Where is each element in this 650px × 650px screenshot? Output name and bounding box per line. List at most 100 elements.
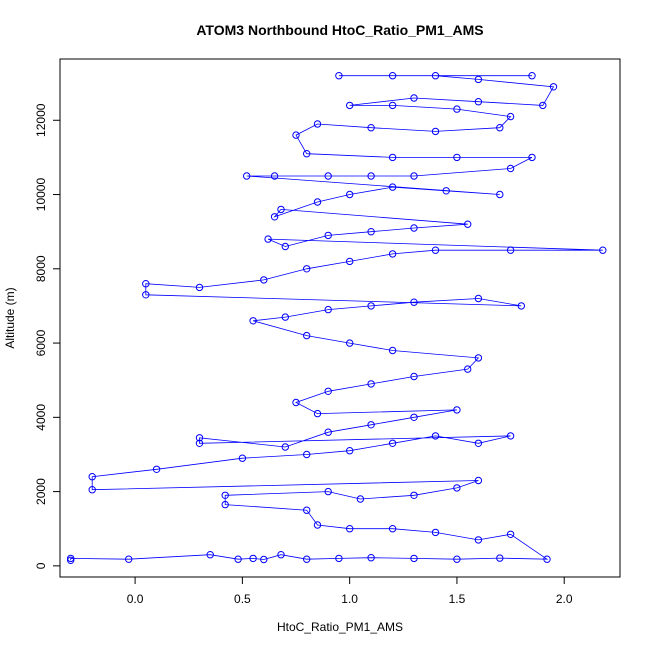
x-tick-label: 0.0 xyxy=(127,592,144,606)
data-point xyxy=(324,428,332,436)
data-point xyxy=(410,172,418,180)
data-point xyxy=(442,187,450,195)
series-lines xyxy=(70,75,603,561)
data-point xyxy=(539,101,547,110)
data-point xyxy=(335,72,343,80)
data-point xyxy=(206,551,214,559)
x-axis-label: HtoC_Ratio_PM1_AMS xyxy=(277,620,403,634)
data-point xyxy=(346,447,354,455)
data-point xyxy=(410,372,418,381)
data-point xyxy=(67,554,75,563)
x-tick-label: 1.0 xyxy=(341,592,358,606)
data-point xyxy=(388,250,397,258)
data-point xyxy=(367,421,375,429)
data-point xyxy=(260,555,268,564)
data-point xyxy=(496,124,504,132)
data-point xyxy=(388,101,397,110)
data-point xyxy=(303,555,311,563)
data-point xyxy=(142,291,150,299)
data-point xyxy=(281,313,289,321)
data-point xyxy=(496,554,504,562)
data-point xyxy=(367,172,375,180)
data-point xyxy=(125,555,133,563)
data-point xyxy=(474,354,483,362)
y-tick-label: 0 xyxy=(34,562,48,569)
data-point xyxy=(453,406,461,414)
data-point xyxy=(303,265,311,273)
data-point xyxy=(506,530,515,538)
plot-area-frame xyxy=(59,58,621,578)
data-point xyxy=(367,380,375,388)
x-tick-label: 0.5 xyxy=(234,592,251,606)
data-point xyxy=(292,131,300,139)
data-point xyxy=(356,495,365,503)
data-point xyxy=(277,205,285,214)
data-point xyxy=(410,298,418,306)
data-point xyxy=(324,305,332,314)
data-point xyxy=(277,551,285,559)
data-point xyxy=(543,555,551,563)
data-point xyxy=(496,190,504,199)
data-point xyxy=(303,150,311,158)
data-point xyxy=(292,398,300,407)
data-point xyxy=(453,153,461,162)
data-point xyxy=(324,387,332,395)
data-point xyxy=(453,484,461,492)
data-point xyxy=(474,75,483,84)
data-point xyxy=(303,331,311,340)
data-point xyxy=(324,231,332,240)
data-point xyxy=(243,172,251,180)
y-tick-label: 4000 xyxy=(34,404,48,431)
y-tick-label: 10000 xyxy=(34,178,48,212)
x-tick-label: 1.5 xyxy=(449,592,466,606)
data-point xyxy=(367,124,375,132)
data-point xyxy=(506,246,515,254)
series-line xyxy=(70,75,603,561)
data-point xyxy=(313,521,322,529)
data-point xyxy=(599,246,607,254)
data-point xyxy=(88,473,96,481)
data-point xyxy=(474,98,483,106)
data-point xyxy=(281,443,289,451)
data-point xyxy=(410,94,418,102)
data-point xyxy=(388,346,397,355)
data-point xyxy=(464,220,472,228)
data-point xyxy=(152,465,161,473)
data-point xyxy=(410,491,418,499)
data-point xyxy=(431,127,440,136)
data-point xyxy=(88,486,96,494)
data-point xyxy=(431,72,440,80)
data-point xyxy=(431,528,440,537)
data-point xyxy=(367,554,375,562)
y-axis: 0 2000 4000 6000 8000 10000 12000 xyxy=(34,103,61,569)
data-point xyxy=(303,450,311,459)
y-axis-label: Altitude (m) xyxy=(3,287,17,348)
data-point xyxy=(388,183,397,191)
data-point xyxy=(474,536,483,544)
data-point xyxy=(195,439,204,447)
data-point xyxy=(142,280,150,288)
data-point xyxy=(324,172,332,180)
data-point xyxy=(388,72,397,80)
data-point xyxy=(67,556,75,564)
data-point xyxy=(346,339,354,347)
y-tick-label: 6000 xyxy=(34,329,48,356)
data-point xyxy=(281,242,289,251)
data-point xyxy=(335,554,343,563)
data-point xyxy=(303,506,311,514)
data-point xyxy=(549,83,558,91)
data-point xyxy=(270,213,279,221)
data-point xyxy=(388,439,397,447)
y-tick-label: 12000 xyxy=(34,103,48,137)
data-point xyxy=(528,153,536,162)
data-point xyxy=(249,317,257,325)
data-point xyxy=(238,454,247,462)
chart-title: ATOM3 Northbound HtoC_Ratio_PM1_AMS xyxy=(196,22,483,38)
data-point xyxy=(264,235,272,243)
data-point xyxy=(260,276,268,284)
data-point xyxy=(431,246,440,254)
data-point xyxy=(313,409,322,418)
data-point xyxy=(313,198,322,206)
data-point xyxy=(464,365,472,373)
